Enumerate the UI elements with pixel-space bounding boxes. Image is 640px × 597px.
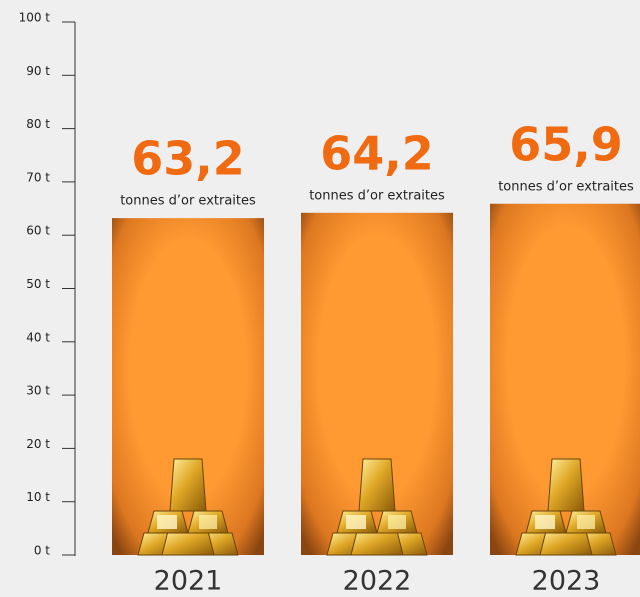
y-tick-label: 90 t <box>26 64 50 78</box>
gold-bar <box>350 530 404 556</box>
value-caption: tonnes d’or extraites <box>309 188 445 203</box>
y-tick-label: 0 t <box>34 544 50 558</box>
y-tick-label: 70 t <box>26 170 50 184</box>
gold-bar <box>358 458 396 512</box>
gold-bars-icon <box>326 458 428 556</box>
value-label: 65,9 <box>509 117 623 171</box>
gold-bar <box>161 530 215 556</box>
y-tick-label: 10 t <box>26 490 50 504</box>
gold-bar <box>169 458 207 512</box>
gold-bars-icon <box>515 458 617 556</box>
gold-bar-face <box>346 515 366 529</box>
x-tick-label: 2022 <box>343 566 412 597</box>
gold-bar-face <box>199 515 217 529</box>
value-label: 63,2 <box>131 132 245 186</box>
gold-bars-icon <box>137 458 239 556</box>
y-tick-label: 80 t <box>26 117 50 131</box>
y-tick-label: 60 t <box>26 224 50 238</box>
y-tick-label: 30 t <box>26 384 50 398</box>
x-tick-label: 2023 <box>532 566 601 597</box>
value-label: 64,2 <box>320 126 434 180</box>
value-caption: tonnes d’or extraites <box>120 194 256 209</box>
gold-bar-face <box>157 515 177 529</box>
y-tick-label: 100 t <box>19 11 51 25</box>
x-tick-label: 2021 <box>154 566 223 597</box>
y-tick-label: 40 t <box>26 330 50 344</box>
gold-bar <box>539 530 593 556</box>
gold-bar-face <box>535 515 555 529</box>
y-tick-label: 20 t <box>26 437 50 451</box>
gold-bar-face <box>388 515 406 529</box>
y-tick-label: 50 t <box>26 277 50 291</box>
value-caption: tonnes d’or extraites <box>498 179 634 194</box>
gold-bar <box>547 458 585 512</box>
gold-bar-face <box>577 515 595 529</box>
